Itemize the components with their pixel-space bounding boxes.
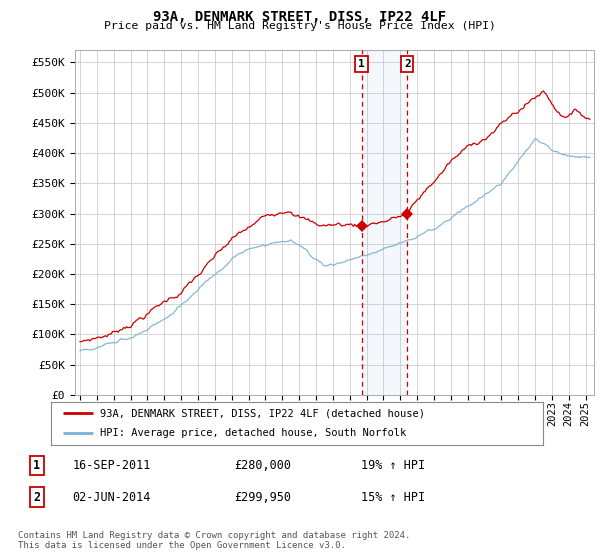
Bar — [362, 50, 407, 395]
Text: 19% ↑ HPI: 19% ↑ HPI — [361, 459, 425, 472]
Text: 1: 1 — [34, 459, 40, 472]
Text: 16-SEP-2011: 16-SEP-2011 — [73, 459, 151, 472]
Text: £280,000: £280,000 — [234, 459, 291, 472]
Text: 2: 2 — [34, 491, 40, 503]
Text: 93A, DENMARK STREET, DISS, IP22 4LF: 93A, DENMARK STREET, DISS, IP22 4LF — [154, 10, 446, 24]
Text: 1: 1 — [358, 59, 365, 69]
Text: Contains HM Land Registry data © Crown copyright and database right 2024.
This d: Contains HM Land Registry data © Crown c… — [18, 531, 410, 550]
Text: HPI: Average price, detached house, South Norfolk: HPI: Average price, detached house, Sout… — [100, 428, 406, 438]
Text: 02-JUN-2014: 02-JUN-2014 — [73, 491, 151, 503]
Text: Price paid vs. HM Land Registry's House Price Index (HPI): Price paid vs. HM Land Registry's House … — [104, 21, 496, 31]
Text: 15% ↑ HPI: 15% ↑ HPI — [361, 491, 425, 503]
Text: £299,950: £299,950 — [234, 491, 291, 503]
Text: 2: 2 — [404, 59, 410, 69]
Text: 93A, DENMARK STREET, DISS, IP22 4LF (detached house): 93A, DENMARK STREET, DISS, IP22 4LF (det… — [100, 408, 425, 418]
